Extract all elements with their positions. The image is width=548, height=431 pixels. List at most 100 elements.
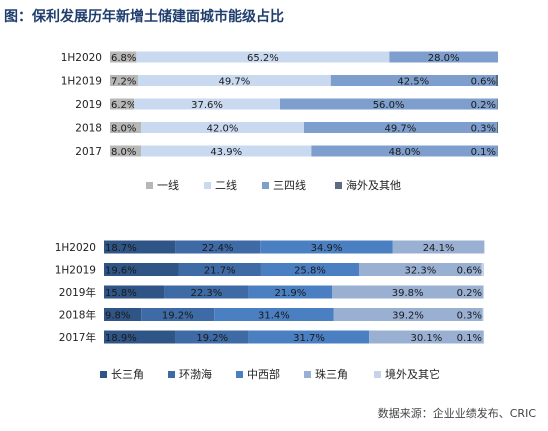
legend-label: 三四线 <box>273 178 306 192</box>
data-label: 30.1% <box>411 333 443 344</box>
bar-segment <box>330 75 496 86</box>
data-label: 8.0% <box>111 147 136 158</box>
bar-segment <box>332 285 484 299</box>
bar-segment <box>248 285 332 299</box>
bar-segment <box>496 122 498 133</box>
bar-segment <box>175 330 249 344</box>
bar-segment <box>136 51 390 63</box>
legend-label: 长三角 <box>111 368 144 381</box>
data-label: 56.0% <box>373 100 405 111</box>
bar-segment <box>495 75 498 86</box>
bar-segment <box>279 98 498 110</box>
data-label: 65.2% <box>247 53 279 64</box>
bar-segment <box>141 308 215 321</box>
data-label: 49.7% <box>385 124 417 135</box>
bar-segment <box>134 98 280 110</box>
category-label: 2019年 <box>59 286 96 299</box>
bar-segment <box>141 122 304 133</box>
data-label: 0.2% <box>471 100 496 111</box>
legend-label: 一线 <box>157 178 179 192</box>
data-label: 39.8% <box>392 288 424 299</box>
bar-segment <box>137 75 331 86</box>
bar-segment <box>260 263 359 276</box>
data-label: 42.0% <box>207 124 239 135</box>
data-label: 0.1% <box>471 147 496 158</box>
category-label: 2018年 <box>59 309 96 322</box>
bar-segment <box>482 308 484 321</box>
data-label: 31.7% <box>293 333 325 344</box>
category-label: 2018 <box>75 123 102 135</box>
data-label: 19.6% <box>105 266 137 277</box>
bar-segment <box>481 263 484 276</box>
bar-segment <box>104 285 165 299</box>
legend-label: 环渤海 <box>179 367 212 381</box>
data-label: 0.3% <box>471 124 496 135</box>
legend-label: 境外及其它 <box>385 367 440 381</box>
bar-segment <box>104 330 176 344</box>
data-label: 15.8% <box>105 288 137 299</box>
legend-label: 海外及其他 <box>346 178 401 192</box>
bar-segment <box>389 51 498 63</box>
data-label: 8.0% <box>111 124 136 135</box>
data-label: 19.2% <box>196 333 228 344</box>
bar-segment <box>497 98 498 110</box>
category-label: 2017 <box>75 146 102 158</box>
data-label: 0.3% <box>457 311 482 322</box>
bar-segment <box>104 240 176 254</box>
data-label: 0.2% <box>457 288 482 299</box>
bar-segment <box>483 285 484 299</box>
data-label: 21.9% <box>274 288 306 299</box>
bar-segment <box>175 240 261 254</box>
bar-segment <box>392 240 485 254</box>
bar-segment <box>248 330 370 344</box>
legend-label: 中西部 <box>247 367 280 381</box>
data-label: 21.7% <box>204 266 236 277</box>
data-label: 28.0% <box>428 53 460 64</box>
bar-segment <box>311 145 498 157</box>
bar-segment <box>110 51 137 63</box>
data-label: 42.5% <box>397 77 429 88</box>
bar-segment <box>104 263 179 276</box>
bar-segment <box>304 122 497 133</box>
legend-swatch <box>146 182 153 189</box>
bar-segment <box>333 308 483 321</box>
legend-swatch <box>304 371 311 378</box>
data-label: 32.3% <box>404 266 436 277</box>
data-label: 49.7% <box>218 77 250 88</box>
bar-segment <box>110 75 138 86</box>
bar-segment <box>110 122 142 133</box>
data-label: 31.4% <box>258 311 290 322</box>
data-label: 43.9% <box>210 147 242 158</box>
bar-segment <box>104 308 142 321</box>
data-label: 39.2% <box>392 311 424 322</box>
legend-swatch <box>374 371 381 378</box>
data-label: 37.6% <box>191 100 223 111</box>
legend-swatch <box>168 371 175 378</box>
category-label: 1H2019 <box>61 76 102 88</box>
data-label: 9.8% <box>105 311 130 322</box>
data-label: 24.1% <box>423 243 455 254</box>
data-label: 18.9% <box>105 333 137 344</box>
bar-segment <box>260 240 393 254</box>
bar-segment <box>369 330 484 344</box>
data-label: 6.8% <box>111 53 136 64</box>
chart-title: 图：保利发展历年新增土储建面城市能级占比 <box>4 9 284 25</box>
data-label: 19.2% <box>162 311 194 322</box>
bar-segment <box>164 285 249 299</box>
category-label: 1H2019 <box>55 265 96 277</box>
data-label: 0.1% <box>457 333 482 344</box>
bar-segment <box>110 145 142 157</box>
category-label: 2019 <box>75 99 102 111</box>
data-label: 18.7% <box>105 243 137 254</box>
data-label: 22.4% <box>202 243 234 254</box>
legend-swatch <box>236 371 243 378</box>
bar-segment <box>358 263 482 276</box>
legend-swatch <box>335 182 342 189</box>
data-label: 25.8% <box>294 266 326 277</box>
legend-label: 珠三角 <box>315 367 348 381</box>
category-label: 1H2020 <box>55 242 96 254</box>
category-label: 2017年 <box>59 331 96 344</box>
data-label: 0.6% <box>471 77 496 88</box>
data-label: 0.6% <box>457 266 482 277</box>
